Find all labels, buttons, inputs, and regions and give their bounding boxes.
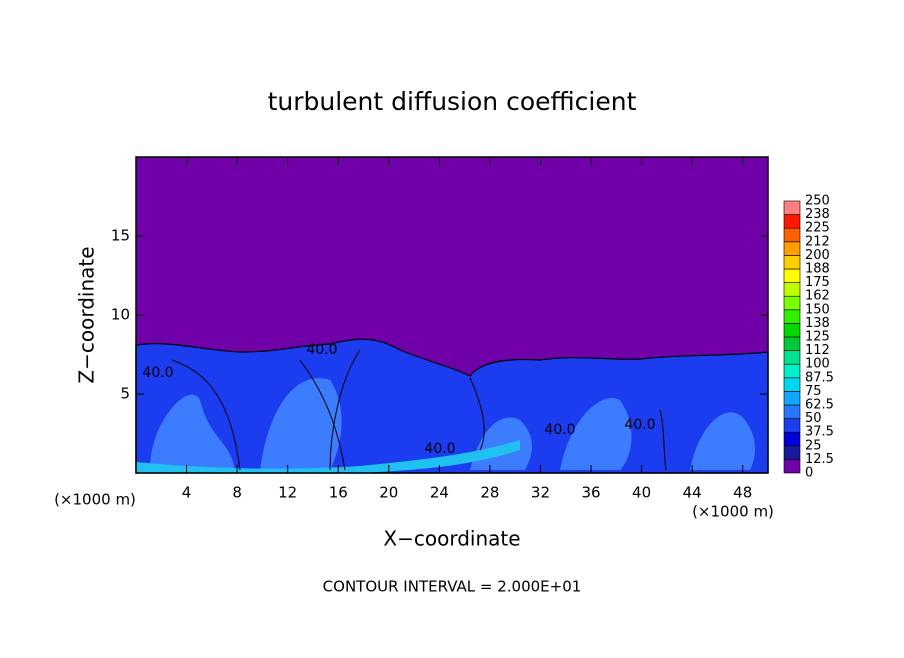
field — [135, 157, 769, 474]
colorbar-label: 162 — [805, 289, 830, 304]
field-region — [150, 378, 755, 470]
colorbar-bin — [783, 350, 801, 365]
colorbar-bin — [783, 445, 801, 460]
x-axis-label: X−coordinate — [383, 527, 520, 551]
x-tick-label: 24 — [430, 484, 449, 502]
colorbar-label: 200 — [805, 248, 830, 263]
x-tick-label: 44 — [683, 484, 702, 502]
colorbar-label: 150 — [805, 302, 830, 317]
x-tick-label: 20 — [379, 484, 398, 502]
colorbar-bin — [783, 363, 801, 379]
colorbar-label: 62.5 — [805, 398, 834, 413]
colorbar-bin — [783, 268, 801, 283]
colorbar-label: 37.5 — [805, 425, 834, 440]
y-axis-label: Z−coordinate — [75, 246, 99, 383]
colorbar-label: 87.5 — [805, 370, 834, 385]
colorbar-label: 138 — [805, 316, 830, 331]
colorbar-label: 50 — [805, 411, 822, 426]
x-tick-label: 28 — [480, 484, 499, 502]
colorbar-bin — [783, 309, 801, 324]
colorbar-label: 188 — [805, 262, 830, 277]
colorbar-bin — [783, 200, 801, 215]
x-tick-label: 32 — [531, 484, 550, 502]
chart-title: turbulent diffusion coefficient — [268, 87, 637, 116]
x-tick-label: 8 — [232, 484, 242, 502]
contour-label: 40.0 — [424, 441, 455, 457]
footer-note: CONTOUR INTERVAL = 2.000E+01 — [323, 578, 582, 596]
colorbar-bin — [783, 323, 801, 338]
x-unit-label: (×1000 m) — [692, 503, 774, 521]
colorbar-bin — [783, 404, 801, 419]
x-tick-label: 16 — [329, 484, 348, 502]
colorbar-label: 25 — [805, 438, 822, 453]
colorbar-bin — [783, 391, 801, 406]
colorbar-bin — [783, 377, 801, 392]
field-region — [136, 440, 520, 473]
colorbar-bin — [783, 214, 801, 229]
x-tick-label: 4 — [182, 484, 192, 502]
x-tick-label: 36 — [581, 484, 600, 502]
colorbar-label: 225 — [805, 221, 830, 236]
colorbar-bin — [783, 431, 801, 447]
colorbar-label: 212 — [805, 234, 830, 249]
colorbar-label: 112 — [805, 343, 830, 358]
colorbar-bin — [783, 459, 801, 474]
x-unit-label: (×1000 m) — [54, 491, 136, 509]
x-tick-label: 40 — [632, 484, 651, 502]
colorbar-bin — [783, 241, 801, 256]
colorbar-bin — [783, 295, 801, 311]
y-tick-label: 15 — [111, 227, 130, 245]
contour-label: 40.0 — [624, 417, 655, 433]
colorbar-label: 250 — [805, 194, 830, 209]
y-tick-label: 5 — [120, 385, 130, 403]
colorbar-label: 100 — [805, 357, 830, 372]
colorbar-label: 0 — [805, 466, 813, 481]
contour-line — [171, 349, 667, 471]
colorbar-label: 75 — [805, 384, 822, 399]
colorbar-label: 12.5 — [805, 452, 834, 467]
colorbar-bin — [783, 255, 801, 270]
colorbar-bin — [783, 418, 801, 433]
contour-label: 40.0 — [142, 365, 173, 381]
contour-label: 40.0 — [306, 342, 337, 358]
colorbar-bin — [783, 227, 801, 243]
colorbar-label: 175 — [805, 275, 830, 290]
x-tick-label: 12 — [278, 484, 297, 502]
contour-label: 40.0 — [544, 422, 575, 438]
colorbar-label: 238 — [805, 207, 830, 222]
colorbar-bin — [783, 282, 801, 297]
colorbar-label: 125 — [805, 330, 830, 345]
colorbar-bin — [783, 336, 801, 351]
y-tick-label: 10 — [111, 306, 130, 324]
x-tick-label: 48 — [733, 484, 752, 502]
